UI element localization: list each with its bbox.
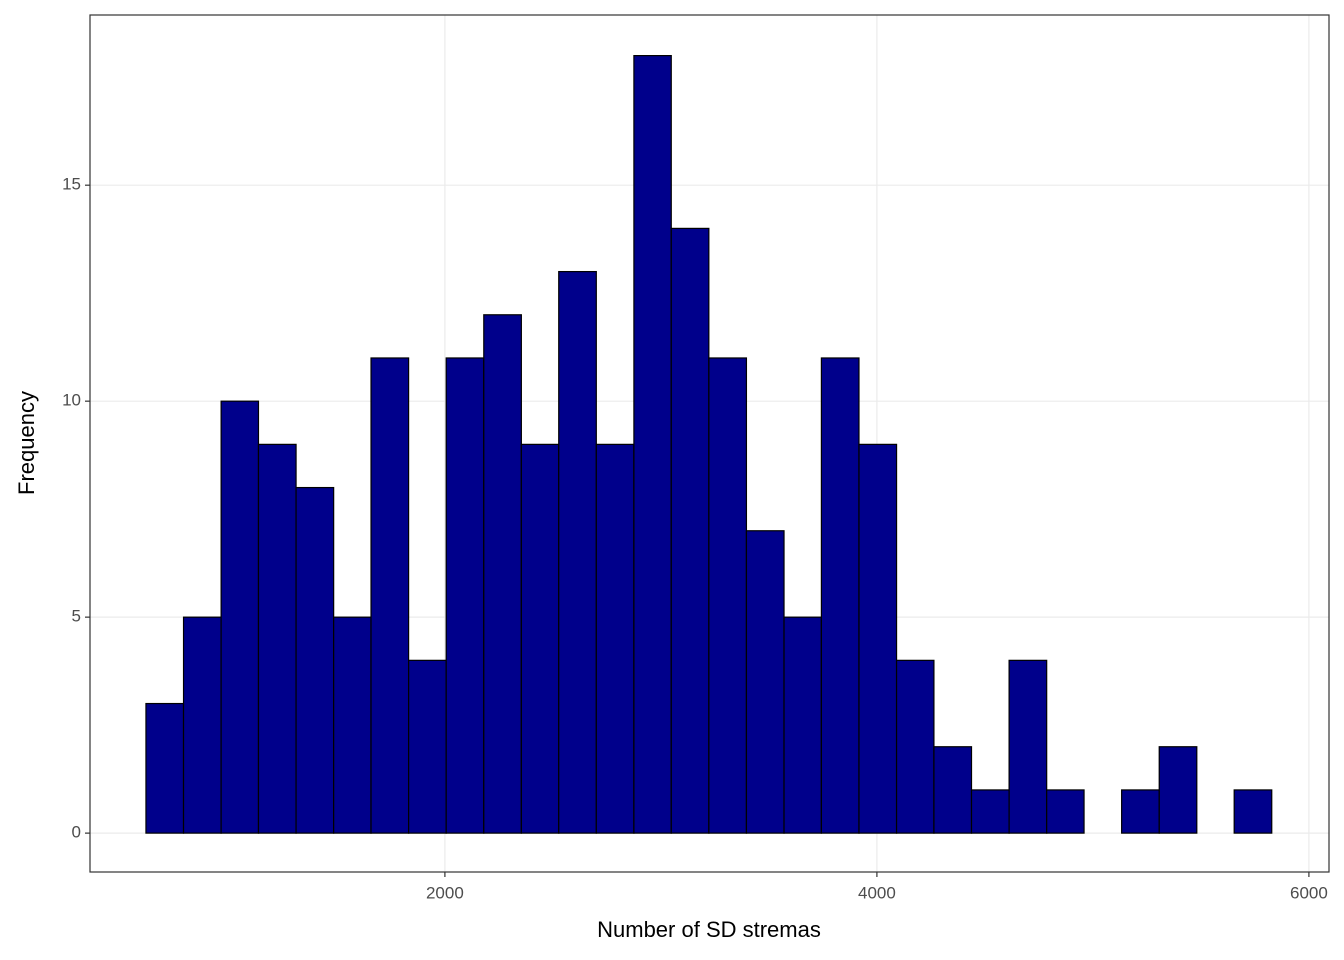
bar	[370, 357, 410, 834]
bar	[970, 789, 1010, 834]
bar	[745, 530, 785, 834]
x-tick-label: 2000	[426, 883, 464, 902]
y-tick-label: 15	[62, 175, 81, 194]
bar	[220, 400, 260, 834]
panel-border	[89, 14, 1330, 873]
bar	[933, 746, 973, 834]
bar	[783, 616, 822, 834]
bar	[708, 357, 748, 834]
bar	[145, 702, 185, 834]
y-tick-label: 5	[72, 607, 81, 626]
bar	[520, 443, 560, 834]
bar	[445, 357, 485, 834]
bar	[1158, 746, 1198, 834]
bar	[408, 659, 447, 834]
bar	[558, 270, 597, 834]
y-tick-label: 10	[62, 391, 81, 410]
bar	[820, 357, 860, 834]
bar	[295, 486, 335, 834]
x-axis-title: Number of SD stremas	[597, 917, 821, 942]
bar	[1121, 789, 1160, 834]
bar	[483, 314, 522, 834]
bar	[182, 616, 222, 834]
bar	[1046, 789, 1085, 834]
y-tick-label: 0	[72, 823, 81, 842]
bar	[1008, 659, 1048, 834]
bar	[595, 443, 635, 834]
bar	[633, 55, 672, 834]
bar	[257, 443, 297, 834]
bar	[895, 659, 935, 834]
x-tick-label: 4000	[858, 883, 896, 902]
bar	[670, 227, 710, 834]
y-axis-title: Frequency	[14, 391, 39, 495]
bar	[333, 616, 372, 834]
bar	[1233, 789, 1273, 834]
x-tick-label: 6000	[1290, 883, 1328, 902]
bar	[858, 443, 898, 834]
